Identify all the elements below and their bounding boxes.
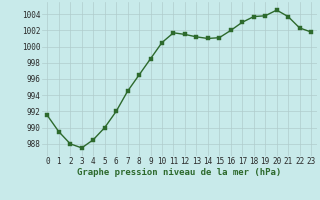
X-axis label: Graphe pression niveau de la mer (hPa): Graphe pression niveau de la mer (hPa) [77, 168, 281, 177]
